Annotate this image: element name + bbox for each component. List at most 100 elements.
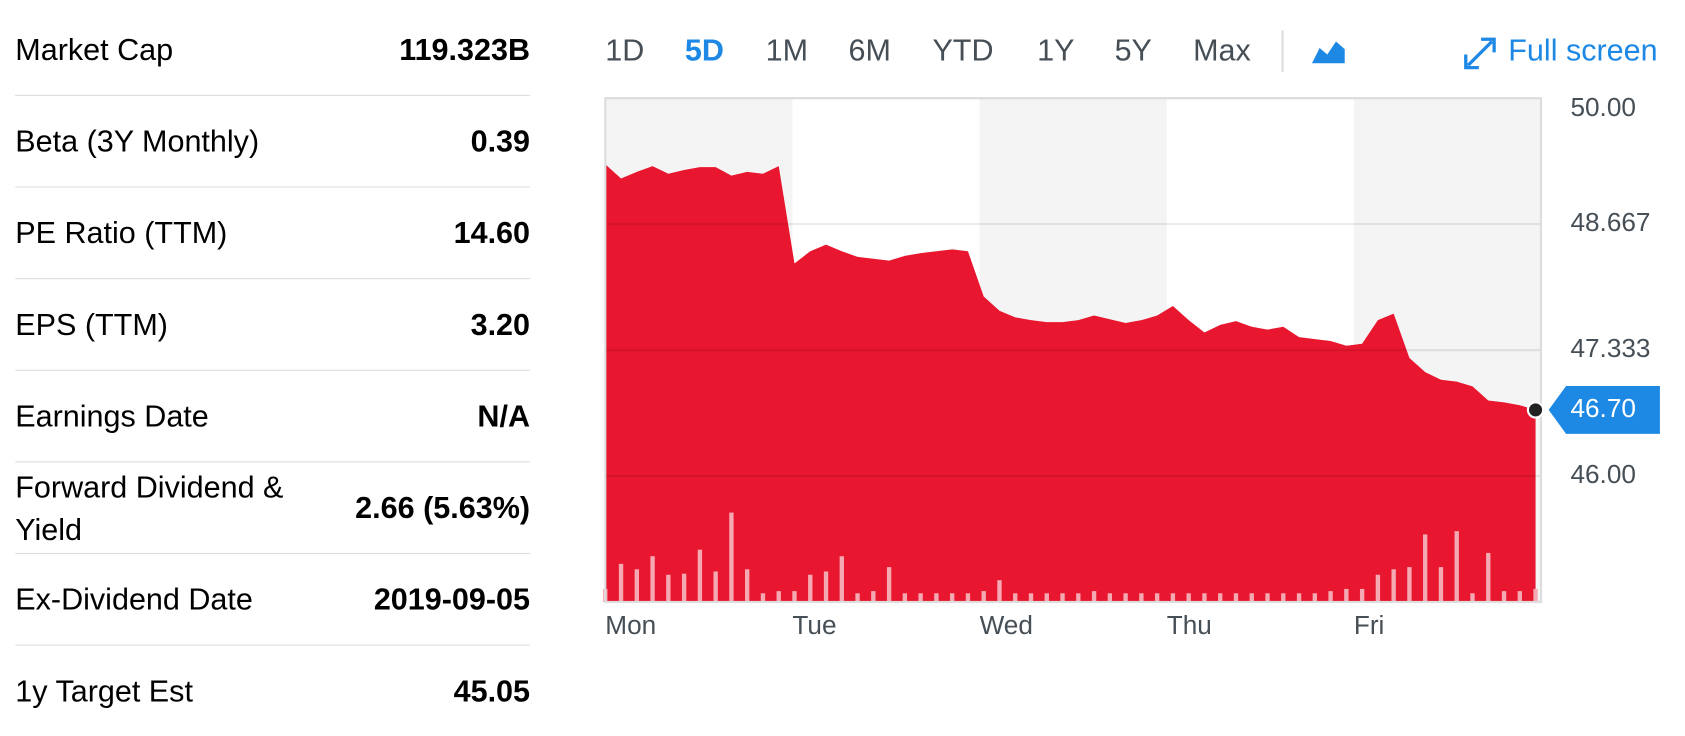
stat-row: Market Cap 119.323B: [15, 4, 531, 96]
volume-bar: [713, 571, 718, 603]
y-tick-label: 46.00: [1570, 459, 1635, 489]
volume-bar: [681, 573, 687, 603]
volume-bar: [965, 593, 971, 603]
volume-bar: [650, 556, 655, 603]
volume-bar: [1154, 593, 1160, 603]
y-tick-label: 50.00: [1570, 92, 1635, 122]
x-tick-label: Fri: [1354, 610, 1385, 640]
stat-value: 14.60: [453, 215, 531, 250]
stat-label: Forward Dividend & Yield: [15, 469, 284, 546]
volume-bar: [1202, 593, 1207, 603]
volume-bar: [1359, 588, 1365, 603]
fullscreen-button[interactable]: Full screen: [1508, 33, 1657, 67]
volume-bar: [1375, 574, 1381, 603]
stats-table: Market Cap 119.323B Beta (3Y Monthly) 0.39 P…: [15, 4, 531, 736]
stat-label: Market Cap: [15, 32, 174, 67]
volume-bar: [902, 593, 908, 603]
chart-type-icon[interactable]: [1311, 41, 1345, 64]
volume-bar: [1265, 593, 1270, 603]
range-button[interactable]: 1Y: [1037, 33, 1074, 67]
stat-value: N/A: [477, 398, 531, 433]
volume-bar: [949, 593, 955, 603]
volume-bar: [1123, 593, 1128, 603]
stat-value: 2019-09-05: [373, 581, 531, 616]
range-button[interactable]: 5Y: [1115, 33, 1152, 67]
stat-row: Earnings Date N/A: [15, 371, 531, 463]
stat-value: 45.05: [453, 673, 531, 708]
stat-row: 1y Target Est 45.05: [15, 646, 530, 736]
volume-bar: [1233, 593, 1239, 603]
volume-bar: [1013, 593, 1018, 603]
x-tick-label: Thu: [1167, 610, 1212, 640]
stat-row: Ex-Dividend Date 2019-09-05: [15, 554, 531, 646]
volume-bar: [1454, 531, 1459, 603]
volume-bar: [1076, 593, 1081, 603]
volume-bar: [729, 512, 734, 603]
volume-bar: [1486, 552, 1491, 603]
last-price-label: 46.70: [1570, 393, 1635, 423]
last-point: [1526, 401, 1545, 419]
volume-bar: [918, 593, 923, 603]
stat-label: EPS (TTM): [15, 307, 168, 342]
volume-bar: [855, 593, 860, 603]
price-area: [605, 164, 1536, 603]
volume-bar: [697, 549, 703, 603]
volume-bar: [776, 591, 781, 603]
volume-bar: [997, 580, 1002, 603]
volume-bar: [1091, 591, 1097, 603]
stat-value: 3.20: [470, 307, 531, 341]
volume-bar: [1438, 567, 1444, 603]
stat-label: 1y Target Est: [15, 673, 193, 708]
volume-bar: [634, 569, 639, 603]
volume-bar: [1281, 593, 1286, 603]
volume-bar: [981, 591, 986, 603]
volume-bar: [745, 569, 750, 603]
stat-label: Beta (3Y Monthly): [15, 124, 260, 159]
fullscreen-icon[interactable]: [1464, 37, 1496, 70]
volume-bar: [618, 563, 624, 603]
volume-bar: [1423, 534, 1428, 603]
volume-bar: [1139, 593, 1144, 603]
stat-value: 119.323B: [399, 32, 531, 66]
volume-bar: [1060, 593, 1065, 603]
x-tick-label: Wed: [980, 610, 1033, 640]
volume-bar: [1028, 593, 1034, 603]
stat-row: Beta (3Y Monthly) 0.39: [15, 96, 531, 188]
range-button[interactable]: 6M: [848, 33, 890, 67]
stat-row: Forward Dividend & Yield 2.66 (5.63%): [15, 462, 531, 555]
volume-bar: [1533, 588, 1538, 603]
range-button[interactable]: 1D: [605, 33, 644, 67]
price-callout: [1548, 385, 1660, 434]
stat-value: 0.39: [470, 123, 531, 158]
volume-bar: [808, 574, 813, 603]
range-button[interactable]: Max: [1193, 33, 1251, 67]
range-button[interactable]: 1M: [766, 33, 808, 67]
x-tick-label: Tue: [792, 610, 836, 640]
volume-bar: [666, 574, 671, 603]
y-tick-label: 48.667: [1570, 207, 1650, 237]
x-tick-label: Mon: [605, 610, 656, 640]
volume-bar: [1249, 593, 1254, 603]
stat-row: EPS (TTM) 3.20: [15, 279, 531, 371]
volume-bar: [839, 556, 844, 603]
volume-bar: [1501, 591, 1507, 603]
stat-label: Earnings Date: [15, 399, 209, 433]
volume-bar: [1344, 588, 1349, 603]
range-button[interactable]: YTD: [932, 33, 993, 67]
volume-bar: [1107, 593, 1113, 603]
stat-label: PE Ratio (TTM): [15, 215, 228, 250]
range-button[interactable]: 5D: [685, 33, 724, 67]
plot-frame: [604, 97, 1543, 604]
volume-bar: [792, 591, 797, 603]
y-tick-label: 47.333: [1570, 333, 1650, 363]
volume-bar: [760, 593, 766, 603]
volume-bar: [1470, 593, 1475, 603]
volume-bar: [871, 591, 876, 603]
volume-bar: [1170, 593, 1176, 603]
volume-bar: [1186, 593, 1191, 603]
volume-bar: [886, 567, 892, 603]
volume-bar: [1328, 591, 1333, 603]
